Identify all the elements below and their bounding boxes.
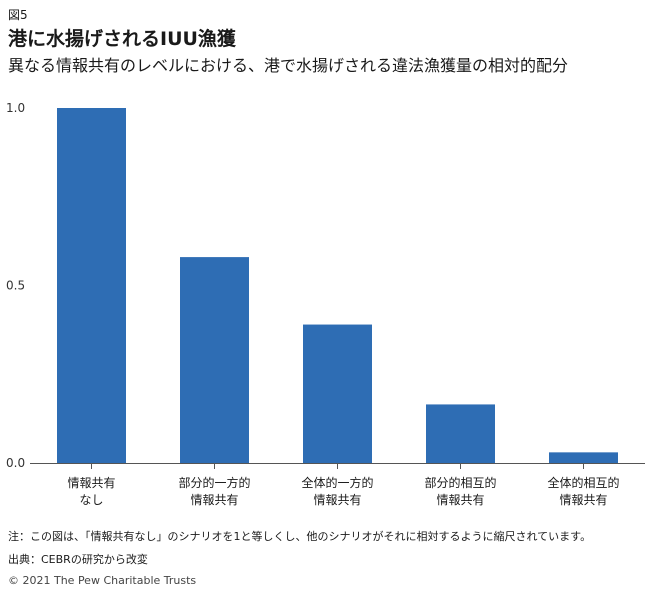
bar bbox=[549, 452, 618, 463]
chart-subtitle: 異なる情報共有のレベルにおける、港で水揚げされる違法漁獲量の相対的配分 bbox=[8, 56, 569, 75]
x-tick-label: 情報共有なし bbox=[67, 476, 115, 507]
chart-note: 注：この図は、「情報共有なし」のシナリオを1と等しくし、他のシナリオがそれに相対… bbox=[8, 530, 592, 543]
x-tick-label: 部分的一方的情報共有 bbox=[178, 475, 250, 507]
x-tick-label: 部分的相互的情報共有 bbox=[424, 475, 496, 507]
bar bbox=[426, 404, 495, 463]
y-tick-label: 0.5 bbox=[6, 279, 25, 293]
figure-label: 図5 bbox=[8, 8, 28, 22]
bar bbox=[57, 108, 126, 463]
x-tick-label: 全体的相互的情報共有 bbox=[547, 475, 619, 507]
chart-source: 出典：CEBRの研究から改変 bbox=[8, 553, 148, 566]
bar bbox=[180, 257, 249, 463]
chart-title: 港に水揚げされるIUU漁獲 bbox=[8, 28, 236, 50]
y-tick-label: 0.0 bbox=[6, 456, 25, 470]
x-tick-label: 全体的一方的情報共有 bbox=[301, 475, 373, 507]
bar bbox=[303, 324, 372, 463]
bar-chart: 0.0 0.5 1.0 情報共有なし 部分的一方的情報共有 全体的一方的情報共有 部分的相互… bbox=[6, 101, 645, 507]
y-tick-label: 1.0 bbox=[6, 101, 25, 115]
copyright: © 2021 The Pew Charitable Trusts bbox=[8, 574, 197, 587]
